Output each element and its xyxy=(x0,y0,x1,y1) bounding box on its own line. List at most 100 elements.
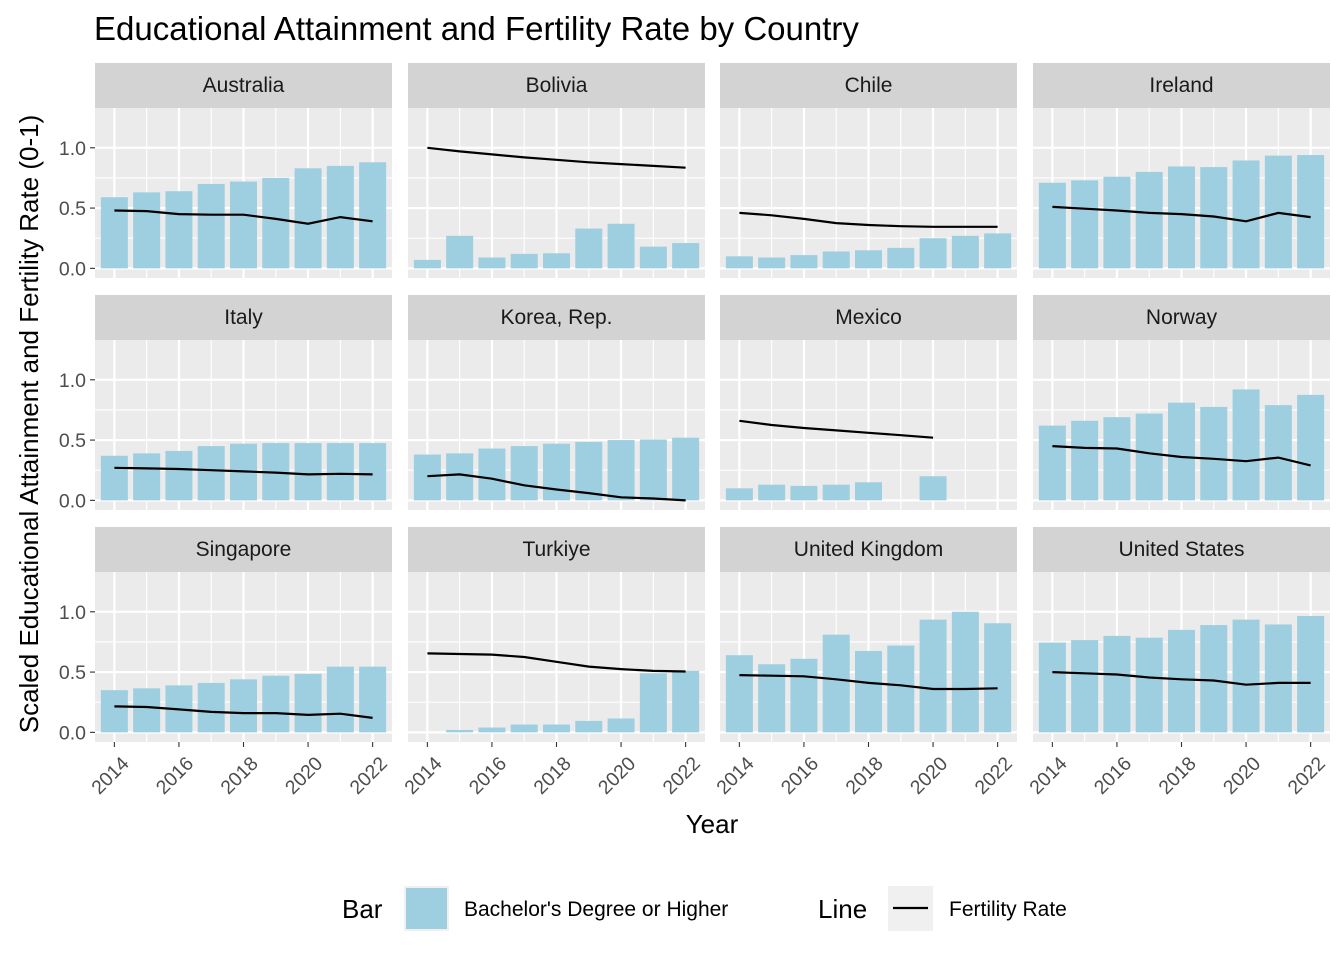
bar xyxy=(607,223,635,269)
bar xyxy=(758,257,786,269)
bar xyxy=(1071,420,1099,501)
y-tick-label: 1.0 xyxy=(59,370,86,392)
y-tick-label: 1.0 xyxy=(59,602,86,624)
legend-bar-label: Bachelor's Degree or Higher xyxy=(464,898,728,921)
facet-panel: Korea, Rep. xyxy=(408,295,705,510)
x-tick-label: 2020 xyxy=(281,753,327,799)
bar xyxy=(165,450,193,501)
bar xyxy=(672,243,700,269)
bar xyxy=(919,476,947,501)
bar xyxy=(984,623,1012,733)
facet-strip xyxy=(720,63,1017,108)
facet-strip-label: Turkiye xyxy=(522,538,590,561)
x-tick-label: 2016 xyxy=(465,753,511,799)
facet-strip-label: Chile xyxy=(845,74,893,97)
x-tick-label: 2018 xyxy=(1154,753,1200,799)
bar xyxy=(887,645,915,733)
bar xyxy=(790,255,818,269)
bar xyxy=(639,439,667,501)
bar xyxy=(543,253,570,269)
facet-strip xyxy=(95,295,392,340)
chart-title: Educational Attainment and Fertility Rat… xyxy=(94,10,859,47)
legend-line-label: Fertility Rate xyxy=(949,898,1067,921)
x-tick-label: 2016 xyxy=(1090,753,1136,799)
bar xyxy=(790,658,818,733)
bar xyxy=(262,177,290,269)
fertility-line xyxy=(1052,205,1311,223)
x-tick-label: 2018 xyxy=(216,753,262,799)
x-tick-label: 2016 xyxy=(777,753,823,799)
bar xyxy=(133,453,161,501)
facet-strip xyxy=(408,295,705,340)
bar xyxy=(951,235,979,269)
fertility-line xyxy=(427,146,686,169)
bar xyxy=(822,251,850,269)
bar xyxy=(197,183,225,269)
facet-strip xyxy=(1033,295,1330,340)
bar xyxy=(822,634,850,733)
bar xyxy=(510,724,538,733)
facet-strip-label: Mexico xyxy=(835,306,902,329)
fertility-line xyxy=(739,674,998,691)
bar xyxy=(855,482,882,501)
bar xyxy=(1168,629,1195,733)
bar xyxy=(326,443,354,501)
fertility-line xyxy=(739,211,998,228)
bar xyxy=(510,446,538,501)
bar xyxy=(1135,637,1163,733)
bar xyxy=(822,484,850,501)
bar xyxy=(262,675,290,733)
facet-strip-label: Italy xyxy=(224,306,263,329)
facet-strip xyxy=(720,295,1017,340)
bar xyxy=(294,443,322,501)
legend: Bar Bachelor's Degree or Higher Line Fer… xyxy=(342,886,1067,931)
bar xyxy=(1103,176,1131,269)
bar xyxy=(133,688,161,733)
bar xyxy=(197,682,225,733)
facet-panel: Chile xyxy=(720,63,1017,278)
facet-strip xyxy=(1033,527,1330,572)
bar xyxy=(294,673,322,733)
bar xyxy=(478,257,506,269)
facet-strip-label: Australia xyxy=(203,74,285,97)
fertility-line xyxy=(1052,671,1311,686)
bar xyxy=(984,233,1012,269)
bar xyxy=(359,162,387,269)
bar xyxy=(1168,402,1195,501)
facet-strip-label: Singapore xyxy=(196,538,292,561)
bar xyxy=(758,484,786,501)
bar xyxy=(446,729,474,733)
bar xyxy=(510,253,538,269)
bar xyxy=(1297,616,1325,733)
facet-strip xyxy=(720,527,1017,572)
fertility-line xyxy=(427,652,686,673)
bar xyxy=(478,727,506,733)
x-tick-label: 2018 xyxy=(529,753,575,799)
bar xyxy=(951,611,979,733)
bar xyxy=(359,666,387,733)
bar xyxy=(100,690,128,733)
facet-panel: Italy 0.0 0.5 1.0 xyxy=(59,295,392,512)
x-axis-title: Year xyxy=(686,809,739,839)
bar xyxy=(790,485,818,501)
bar xyxy=(607,718,635,733)
x-tick-label: 2022 xyxy=(971,753,1017,799)
facet-panel: Norway xyxy=(1033,295,1330,510)
x-tick-label: 2016 xyxy=(152,753,198,799)
bar xyxy=(1264,405,1292,501)
facet-panel: Ireland xyxy=(1033,63,1330,278)
y-tick-label: 0.0 xyxy=(59,258,86,280)
bar xyxy=(725,655,753,733)
x-tick-label: 2014 xyxy=(400,753,446,799)
bar xyxy=(230,679,257,733)
facet-strip-label: Ireland xyxy=(1149,74,1213,97)
fertility-line xyxy=(1052,445,1311,467)
bar xyxy=(446,453,474,501)
y-tick-label: 0.5 xyxy=(59,662,86,684)
x-tick-label: 2018 xyxy=(841,753,887,799)
bar xyxy=(197,446,225,501)
facet-strip xyxy=(408,63,705,108)
bar xyxy=(855,250,882,269)
bar xyxy=(607,440,635,501)
